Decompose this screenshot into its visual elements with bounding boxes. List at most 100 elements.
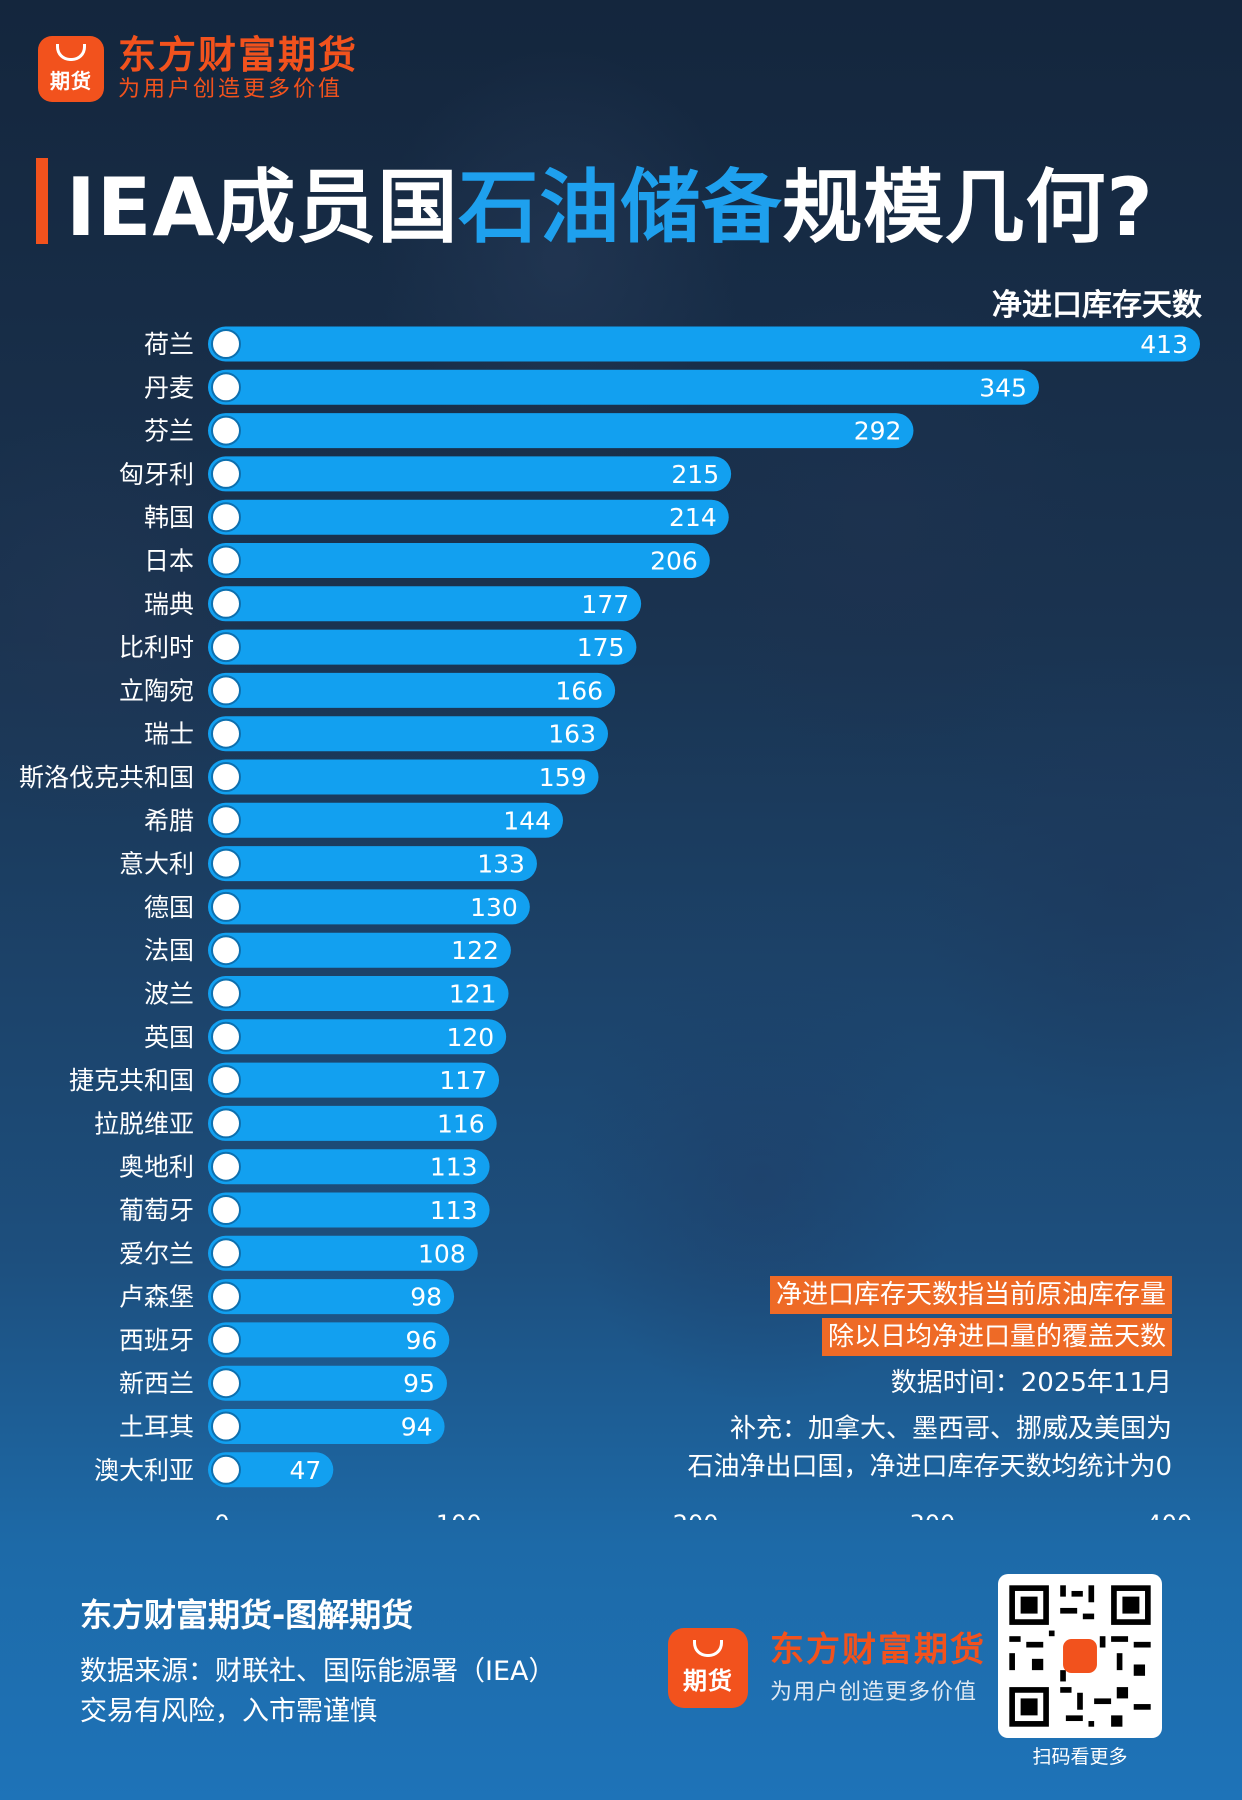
value-label: 130 [470, 893, 518, 922]
value-label: 166 [555, 676, 603, 705]
metric-label: 净进口库存天数 [992, 288, 1202, 323]
supplement-line-2: 石油净出口国，净进口库存天数均统计为0 [687, 1452, 1172, 1482]
value-label: 95 [403, 1369, 435, 1398]
category-label: 卢森堡 [119, 1283, 194, 1312]
bar-26 [208, 1452, 334, 1488]
category-label: 丹麦 [144, 373, 194, 402]
page-title: IEA成员国石油储备规模几何? [36, 156, 1154, 254]
category-label: 爱尔兰 [119, 1239, 194, 1268]
value-label: 292 [854, 417, 902, 446]
footer-source: 数据来源：财联社、国际能源署（IEA） [80, 1656, 556, 1687]
value-label: 163 [548, 720, 596, 749]
category-label: 新西兰 [119, 1369, 194, 1398]
bar-11 [208, 802, 563, 838]
category-label: 瑞典 [144, 590, 194, 619]
category-label: 土耳其 [119, 1413, 194, 1442]
brand-logo: 期货 东方财富期货 为用户创造更多价值 [38, 34, 358, 104]
category-label: 拉脱维亚 [94, 1109, 194, 1138]
definition-line-2: 除以日均净进口量的覆盖天数 [821, 1318, 1172, 1356]
title-highlight: 石油储备 [458, 161, 783, 254]
flag-icon [211, 502, 241, 533]
category-label: 西班牙 [119, 1326, 194, 1355]
category-label: 比利时 [119, 633, 194, 662]
flag-icon [211, 848, 241, 879]
flag-icon [211, 632, 241, 663]
data-date: 数据时间：2025年11月 [890, 1368, 1172, 1398]
brand-logo-icon: 期货 [38, 36, 104, 102]
value-label: 98 [410, 1283, 442, 1312]
category-label: 荷兰 [144, 330, 194, 359]
flag-icon [211, 978, 241, 1009]
category-label: 芬兰 [144, 417, 194, 446]
value-label: 120 [446, 1023, 494, 1052]
bar-2 [208, 413, 914, 449]
footer-logo-icon: 期货 [668, 1628, 748, 1708]
flag-icon [211, 372, 241, 403]
qr-label: 扫码看更多 [1032, 1746, 1128, 1768]
x-tick-label: 0 [214, 1510, 229, 1520]
supplement-line-1: 补充：加拿大、墨西哥、挪威及美国为 [729, 1414, 1172, 1444]
category-label: 匈牙利 [119, 460, 194, 489]
value-label: 122 [451, 936, 499, 965]
bar-20 [208, 1192, 490, 1228]
footer-risk: 交易有风险，入市需谨慎 [80, 1696, 377, 1727]
flag-icon [211, 1281, 241, 1312]
footer: 东方财富期货-图解期货 数据来源：财联社、国际能源署（IEA） 交易有风险，入市… [80, 1590, 556, 1732]
value-label: 117 [439, 1066, 487, 1095]
brand-name: 东方财富期货 [118, 33, 359, 77]
footer-logo: 期货 东方财富期货 为用户创造更多价值 [668, 1628, 986, 1708]
value-label: 108 [418, 1239, 466, 1268]
flag-icon [211, 805, 241, 836]
x-tick-label: 400 [1146, 1510, 1192, 1520]
bar-17 [208, 1062, 500, 1098]
supplement-note: 补充：加拿大、墨西哥、挪威及美国为 石油净出口国，净进口库存天数均统计为0 [687, 1410, 1172, 1486]
flag-icon [211, 1324, 241, 1355]
title-suffix: 规模几何? [782, 161, 1154, 254]
category-label: 瑞士 [144, 720, 194, 749]
category-label: 英国 [144, 1023, 194, 1052]
value-label: 96 [406, 1326, 438, 1355]
bar-18 [208, 1105, 497, 1141]
bar-24 [208, 1365, 447, 1401]
value-label: 94 [401, 1413, 433, 1442]
bar-7 [208, 629, 637, 665]
brand-slogan: 为用户创造更多价值 [118, 77, 344, 102]
flag-icon [211, 1454, 241, 1485]
bar-3 [208, 456, 732, 492]
value-label: 215 [671, 460, 719, 489]
bar-13 [208, 889, 530, 925]
bar-15 [208, 976, 509, 1011]
flag-icon [211, 675, 241, 706]
category-label: 意大利 [119, 850, 194, 879]
value-label: 116 [437, 1109, 485, 1138]
definition-line-1: 净进口库存天数指当前原油库存量 [769, 1276, 1172, 1314]
bar-19 [208, 1149, 490, 1185]
footer-icon-text: 期货 [683, 1667, 733, 1695]
bar-16 [208, 1019, 507, 1055]
qr-code[interactable] [998, 1574, 1162, 1738]
x-tick-label: 200 [673, 1510, 719, 1520]
category-label: 捷克共和国 [69, 1066, 194, 1095]
flag-icon [211, 1151, 241, 1182]
footer-brand-slogan: 为用户创造更多价值 [770, 1680, 978, 1705]
category-label: 德国 [144, 893, 194, 922]
flag-icon [211, 1065, 241, 1096]
flag-icon [211, 329, 241, 359]
category-label: 希腊 [144, 806, 194, 835]
flag-icon [211, 762, 241, 792]
value-label: 113 [430, 1196, 478, 1225]
footer-brand-name: 东方财富期货 [770, 1630, 986, 1670]
bar-0 [208, 326, 1200, 362]
value-label: 175 [577, 633, 625, 662]
value-label: 177 [581, 590, 629, 619]
bar-1 [208, 369, 1039, 405]
flag-icon [211, 1108, 241, 1139]
bar-9 [208, 716, 608, 752]
value-label: 214 [669, 503, 717, 532]
brand-icon-text: 期货 [50, 69, 92, 93]
category-label: 韩国 [144, 503, 194, 532]
bar-12 [208, 846, 537, 882]
flag-icon [211, 718, 241, 749]
value-label: 47 [289, 1456, 321, 1485]
bar-4 [208, 499, 729, 535]
